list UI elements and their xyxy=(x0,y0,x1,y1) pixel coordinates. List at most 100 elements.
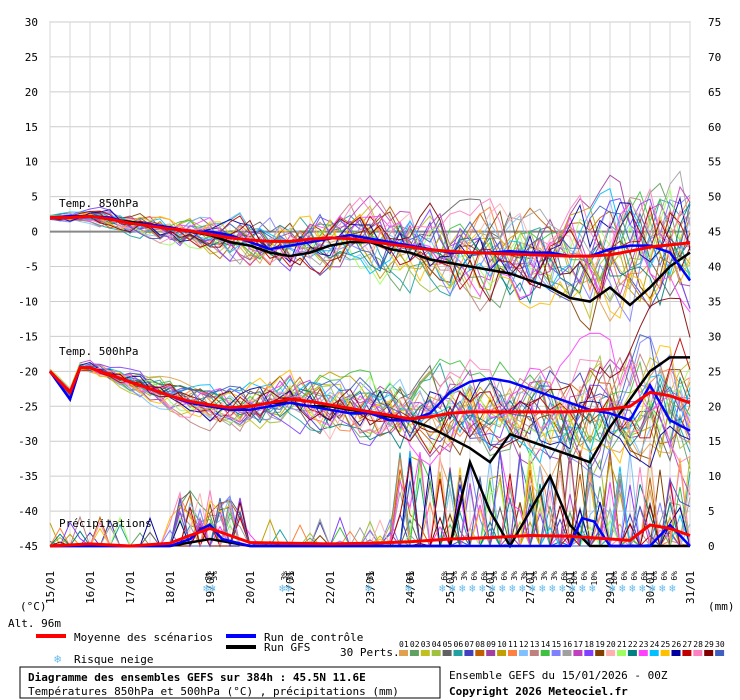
snow-risk-percent: 3% xyxy=(520,571,529,581)
snow-risk-percent: 10% xyxy=(590,571,599,586)
snow-risk-percent: 3% xyxy=(286,571,295,581)
snowflake-icon: ❄ xyxy=(509,582,516,595)
legend-label-control: Run de contrôle xyxy=(264,631,363,644)
pert-legend-swatch xyxy=(649,650,659,656)
pert-line-t500 xyxy=(49,361,691,469)
x-tick-label: 24/01 xyxy=(404,571,417,604)
pert-line-t500 xyxy=(49,366,691,464)
pert-legend-swatch xyxy=(442,650,452,656)
snow-risk-percent: 3% xyxy=(460,571,469,581)
snow-risk-percent: 6% xyxy=(560,571,569,581)
pert-legend-swatch xyxy=(399,650,408,656)
snowflake-icon: ❄ xyxy=(459,582,466,595)
left-tick-label: -30 xyxy=(18,435,38,448)
legend-swatch-control xyxy=(226,634,256,638)
snowflake-icon: ❄ xyxy=(405,582,412,595)
snowflake-icon: ❄ xyxy=(639,582,646,595)
pert-line-t850 xyxy=(49,204,691,279)
pert-legend-label: 03 xyxy=(421,640,431,649)
pert-legend-label: 13 xyxy=(530,640,540,649)
snowflake-icon: ❄ xyxy=(589,582,596,595)
legend-label-snow: Risque neige xyxy=(74,653,153,666)
snowflake-icon: ❄ xyxy=(579,582,586,595)
pert-legend-label: 06 xyxy=(454,640,464,649)
pert-line-t500 xyxy=(49,337,691,455)
pert-line-t500 xyxy=(49,297,691,450)
snow-risk-percent: 6% xyxy=(440,571,449,581)
snowflake-icon: ❄ xyxy=(629,582,636,595)
pert-legend-swatch xyxy=(627,650,637,656)
pert-legend-swatch xyxy=(518,650,528,656)
legend-label-mean: Moyenne des scénarios xyxy=(74,631,213,644)
snow-risk-percent: 6% xyxy=(640,571,649,581)
snowflake-icon: ❄ xyxy=(285,582,292,595)
snowflake-icon: ❄ xyxy=(489,582,496,595)
x-axis-ticks: 15/01 16/01 17/01 18/01 19/01 20/01 21/01 22/01… xyxy=(44,571,697,604)
x-tick-label: 21/01 xyxy=(284,571,297,604)
left-tick-label: -40 xyxy=(18,505,38,518)
pert-line-t850 xyxy=(49,187,691,280)
x-tick-label: 22/01 xyxy=(324,571,337,604)
legend-label-perts: 30 Perts. xyxy=(340,646,400,659)
pert-legend-swatch xyxy=(508,650,517,656)
snow-risk-percent: 10% xyxy=(610,571,619,586)
pert-line-t850 xyxy=(49,210,691,332)
left-tick-label: -45 xyxy=(18,540,38,553)
pert-legend-swatch xyxy=(638,650,648,656)
snowflake-icon: ❄ xyxy=(365,582,372,595)
left-tick-label: -15 xyxy=(18,330,38,343)
pert-legend-swatch xyxy=(715,650,725,656)
pert-legend-label: 12 xyxy=(519,640,529,649)
pert-legend-swatch xyxy=(464,650,474,656)
left-axis-unit: (°C) xyxy=(20,600,47,613)
pert-legend-label: 05 xyxy=(443,640,453,649)
snow-risk-percent: 6% xyxy=(500,571,509,581)
snowflake-icon: ❄ xyxy=(609,582,616,595)
pert-legend-label: 16 xyxy=(563,640,573,649)
left-tick-label: 20 xyxy=(25,86,38,99)
snowflake-icon: ❄ xyxy=(519,582,526,595)
snowflake-icon: ❄ xyxy=(209,582,216,595)
x-tick-label: 15/01 xyxy=(44,571,57,604)
snowflake-icon: ❄ xyxy=(549,582,556,595)
left-tick-label: -10 xyxy=(18,295,38,308)
altitude-label: Alt. 96m xyxy=(8,617,61,630)
snow-risk-percent: 10% xyxy=(570,571,579,586)
right-tick-label: 75 xyxy=(708,16,721,29)
snow-risk-percent: 3% xyxy=(204,571,213,581)
snowflake-icon: ❄ xyxy=(449,582,456,595)
pert-line-t500 xyxy=(49,358,691,457)
pert-legend-label: 26 xyxy=(672,640,682,649)
pert-legend-swatch xyxy=(595,650,605,656)
series-line-t850 xyxy=(50,214,691,258)
x-tick-label: 28/01 xyxy=(564,571,577,604)
pert-legend-swatch xyxy=(409,650,419,656)
snow-risk-percent: 3% xyxy=(510,571,519,581)
right-axis-unit: (mm) xyxy=(708,600,735,613)
pert-legend-label: 22 xyxy=(628,640,638,649)
snow-risk-percent: 3% xyxy=(530,571,539,581)
pert-legend-swatch xyxy=(497,650,507,656)
pert-line-t850 xyxy=(49,187,691,290)
copyright: Copyright 2026 Meteociel.fr xyxy=(449,685,628,698)
snowflake-icon: ❄ xyxy=(649,582,656,595)
snowflake-icon: ❄ xyxy=(559,582,566,595)
snow-risk-percent: 3% xyxy=(280,571,289,581)
right-tick-label: 10 xyxy=(708,470,721,483)
snow-risk-percent: 6% xyxy=(470,571,479,581)
pert-legend-label: 04 xyxy=(432,640,442,649)
left-tick-label: -25 xyxy=(18,400,38,413)
perturbation-legend: 01 02 03 04 05 06 07 08 09 10 11 12 13 14 15 16 17 18 19 20… xyxy=(399,640,725,656)
snowflake-icon: ❄ xyxy=(669,582,676,595)
run-info: Ensemble GEFS du 15/01/2026 - 00Z xyxy=(449,669,668,682)
pert-legend-label: 30 xyxy=(715,640,725,649)
snowflake-icon: ❄ xyxy=(279,582,286,595)
snow-risk-markers: 3%❄3%❄3%❄3%❄3%❄6%❄6%❄3%❄3%❄6%❄6%❄3%❄6%❄3… xyxy=(203,571,679,595)
legend-swatch-mean xyxy=(36,634,66,638)
snowflake-icon: ❄ xyxy=(539,582,546,595)
left-tick-label: 15 xyxy=(25,121,38,134)
right-tick-label: 50 xyxy=(708,191,721,204)
legend-label-gfs: Run GFS xyxy=(264,641,310,654)
left-axis-ticks: 30 25 20 15 10 5 0 -5 -10 -15 -20 -25 -30 -35 -40 -45 xyxy=(18,16,38,553)
